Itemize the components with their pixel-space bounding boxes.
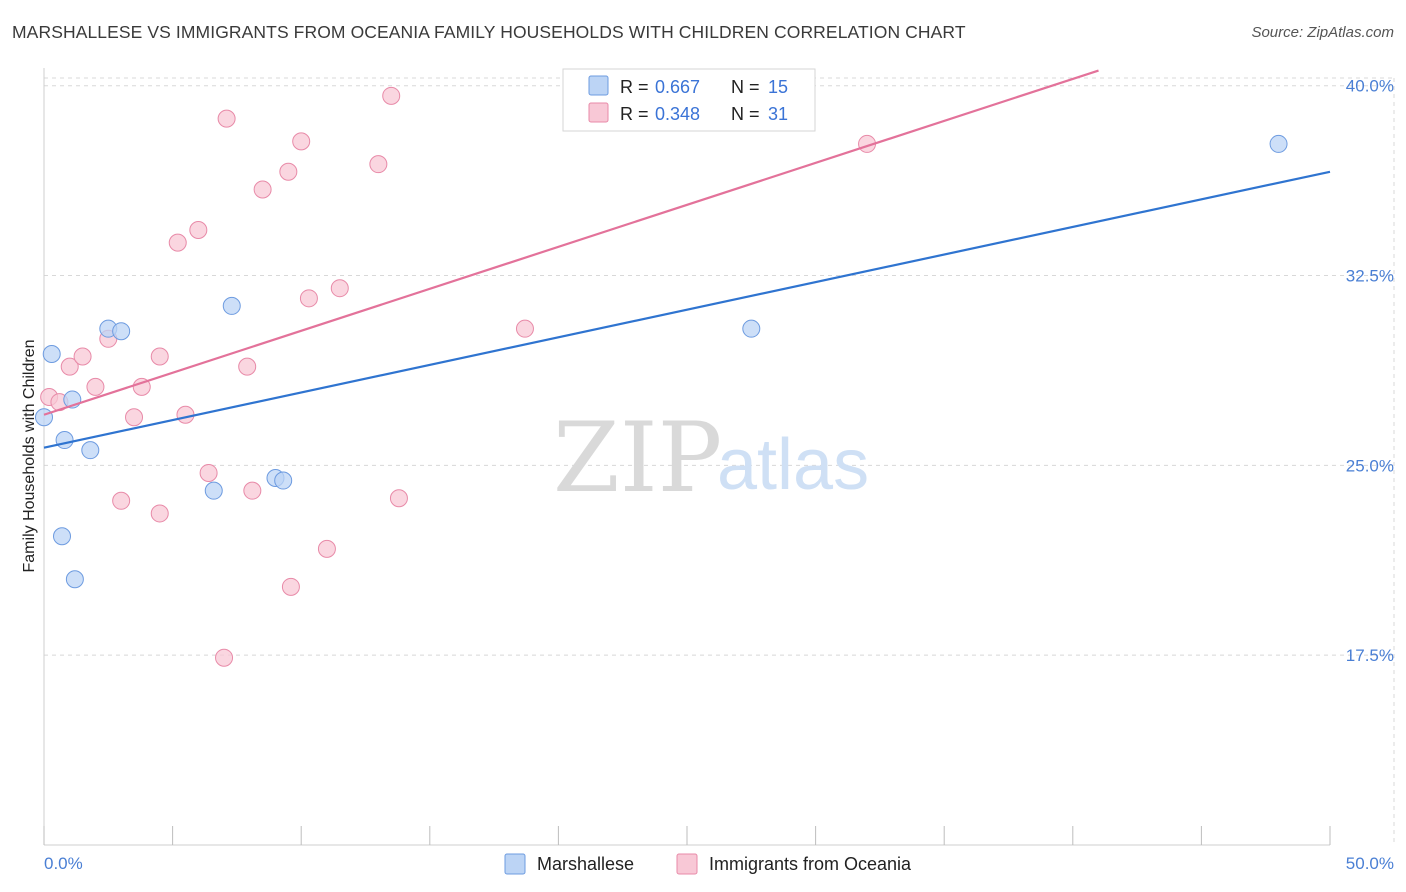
oceania-point: [168, 233, 187, 252]
oceania-point: [253, 180, 272, 199]
marshallese-point: [1269, 134, 1288, 153]
series-oceania-points: [40, 86, 877, 667]
marshallese-trend-line: [43, 170, 1331, 449]
source-credit: Source: ZipAtlas.com: [1251, 24, 1394, 41]
bottom-legend-swatch-marshallese: [504, 853, 526, 875]
oceania-point: [382, 86, 401, 105]
watermark-atlas: atlas: [717, 425, 869, 505]
trend-lines: [43, 69, 1331, 449]
x-tick-label-min: 0.0%: [44, 854, 83, 873]
oceania-point: [125, 408, 144, 427]
legend-r-value: 0.348: [655, 104, 700, 124]
marshallese-point: [53, 527, 72, 546]
x-tick-label-max: 50.0%: [1346, 854, 1394, 873]
bottom-legend-label-oceania: Immigrants from Oceania: [709, 854, 912, 874]
series-marshallese-points: [35, 134, 1288, 589]
oceania-point: [515, 319, 534, 338]
oceania-point: [317, 539, 336, 558]
y-axis-label: Family Households with Children: [21, 340, 38, 573]
oceania-point: [299, 289, 318, 308]
oceania-point: [330, 279, 349, 298]
marshallese-point: [35, 408, 53, 427]
oceania-point: [150, 504, 169, 523]
oceania-point: [73, 347, 92, 366]
chart-title: MARSHALLESE VS IMMIGRANTS FROM OCEANIA F…: [12, 22, 966, 42]
oceania-point: [150, 347, 169, 366]
oceania-point: [60, 357, 79, 376]
marshallese-point: [65, 570, 84, 589]
oceania-point: [199, 463, 218, 482]
marshallese-point: [742, 319, 761, 338]
y-ticks: 17.5% 25.0% 32.5% 40.0%: [1346, 77, 1394, 665]
marshallese-point: [222, 296, 241, 315]
legend-r-label: R =: [620, 77, 649, 97]
bottom-legend-swatch-oceania: [676, 853, 698, 875]
oceania-point: [112, 491, 131, 510]
legend-swatch-marshallese: [588, 75, 609, 96]
marshallese-point: [204, 481, 223, 500]
oceania-trend-line: [43, 69, 1099, 416]
marshallese-point: [55, 431, 74, 450]
watermark-zip: ZIP: [553, 402, 722, 514]
bottom-legend-label-marshallese: Marshallese: [537, 854, 634, 874]
oceania-point: [369, 155, 388, 174]
oceania-point: [132, 377, 151, 396]
legend-n-value: 31: [768, 104, 788, 124]
legend-r-label: R =: [620, 104, 649, 124]
oceania-point: [215, 648, 234, 667]
y-tick-label: 25.0%: [1346, 456, 1394, 475]
oceania-point: [86, 377, 105, 396]
oceania-point: [217, 109, 236, 128]
marshallese-point: [274, 471, 293, 490]
stats-legend: R = 0.667 N = 15 R = 0.348 N = 31: [562, 68, 816, 132]
marshallese-point: [81, 441, 100, 460]
oceania-point: [389, 489, 408, 508]
oceania-point: [243, 481, 262, 500]
oceania-point: [176, 405, 195, 424]
legend-n-label: N =: [731, 104, 760, 124]
oceania-point: [279, 162, 298, 181]
oceania-point: [189, 220, 208, 239]
marshallese-point: [112, 322, 131, 341]
legend-n-value: 15: [768, 77, 788, 97]
oceania-point: [238, 357, 257, 376]
y-tick-label: 40.0%: [1346, 77, 1394, 96]
y-tick-label: 17.5%: [1346, 646, 1394, 665]
oceania-point: [292, 132, 311, 151]
legend-swatch-oceania: [588, 102, 609, 123]
series-legend: Marshallese Immigrants from Oceania: [504, 853, 912, 875]
x-ticks: [43, 826, 1331, 845]
y-tick-label: 32.5%: [1346, 267, 1394, 286]
oceania-point: [281, 577, 300, 596]
legend-n-label: N =: [731, 77, 760, 97]
watermark: ZIP atlas: [553, 402, 869, 514]
marshallese-point: [42, 344, 61, 363]
legend-r-value: 0.667: [655, 77, 700, 97]
